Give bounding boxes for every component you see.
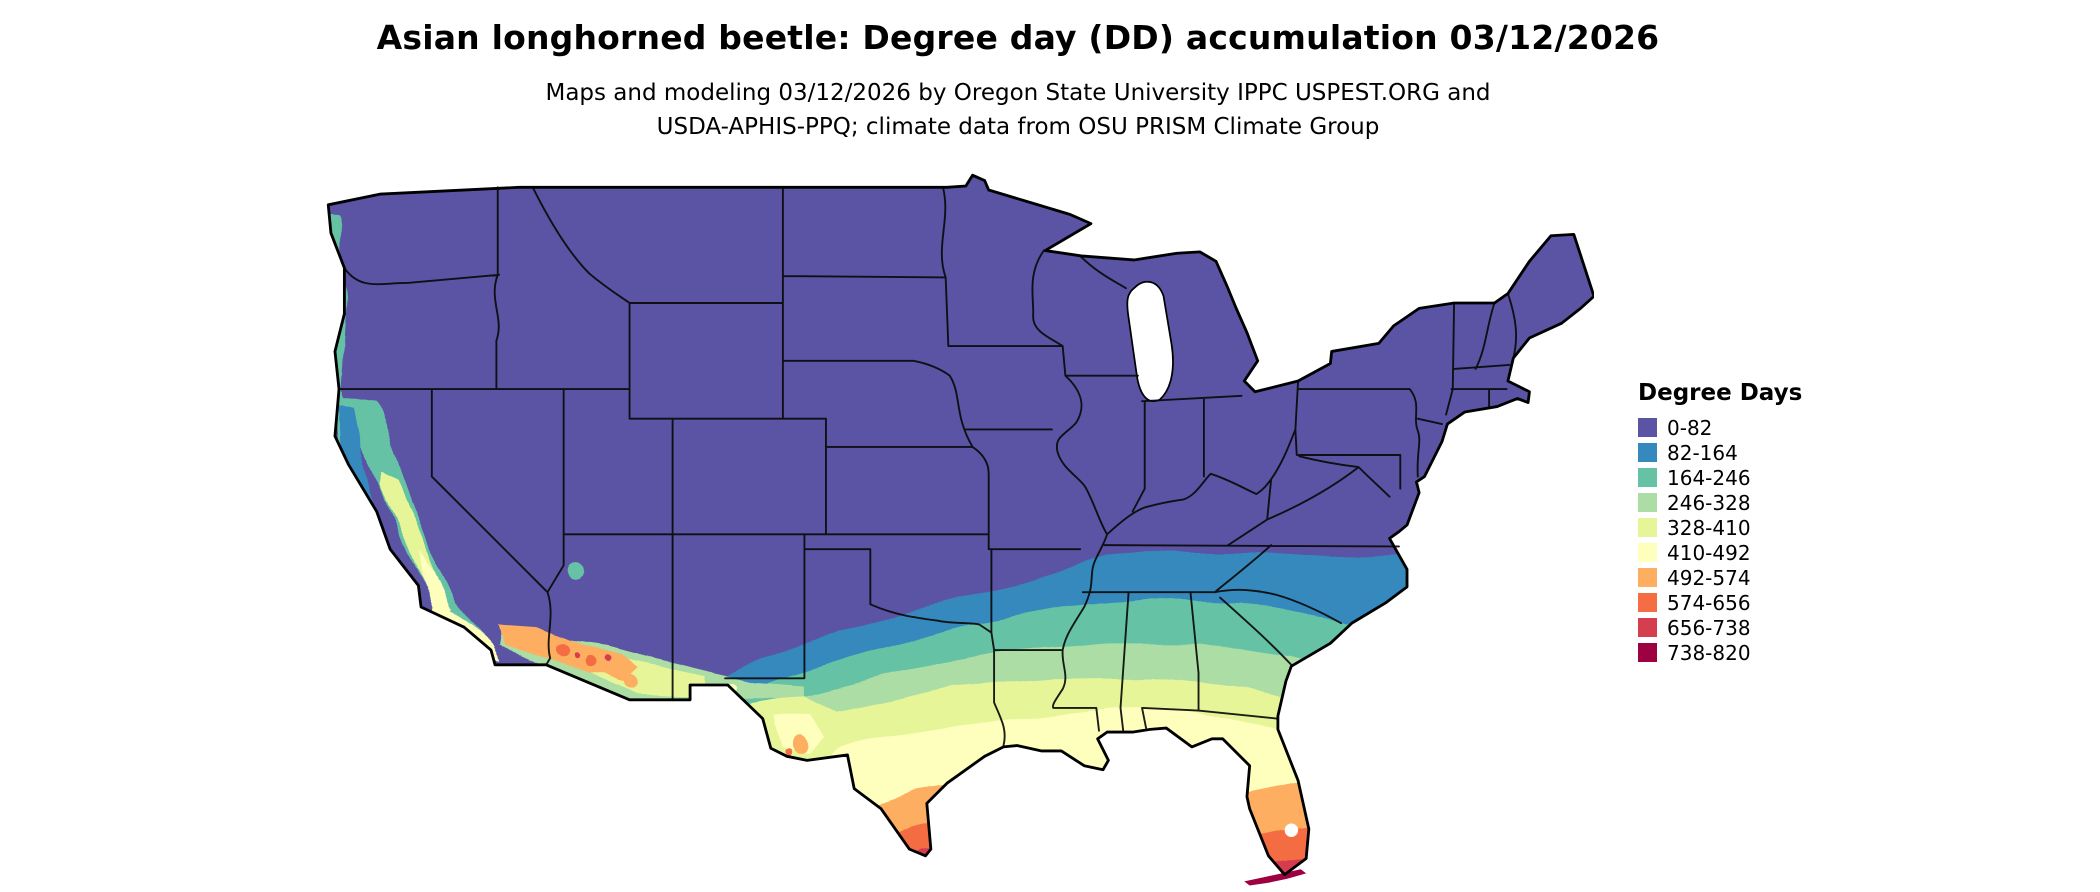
- legend-label: 246-328: [1667, 490, 1751, 515]
- legend-swatch: [1638, 593, 1657, 612]
- colorado-river-red-spot-1: [556, 643, 571, 657]
- subtitle-line-1: Maps and modeling 03/12/2026 by Oregon S…: [545, 80, 1491, 106]
- legend-swatch: [1638, 468, 1657, 487]
- phoenix-orange: [587, 646, 639, 680]
- legend-swatch: [1638, 618, 1657, 637]
- legend-label: 656-738: [1667, 615, 1751, 640]
- lake-okeechobee: [1284, 823, 1299, 838]
- us-degree-day-map: [300, 172, 1594, 890]
- legend-row: 246-328: [1638, 490, 1802, 515]
- colorado-river-red-spot-2: [585, 655, 596, 667]
- florida-keys: [1244, 869, 1307, 886]
- legend-row: 656-738: [1638, 615, 1802, 640]
- legend-label: 0-82: [1667, 415, 1713, 440]
- west-texas-cream-patch: [773, 715, 828, 751]
- us-outline: [326, 173, 1594, 877]
- legend-swatch: [1638, 418, 1657, 437]
- legend-row: 738-820: [1638, 640, 1802, 665]
- legend-row: 492-574: [1638, 565, 1802, 590]
- southern-nevada-teal-spot: [567, 562, 584, 579]
- legend-label: 328-410: [1667, 515, 1751, 540]
- legend-swatch: [1638, 568, 1657, 587]
- big-bend-orange-spot: [792, 734, 809, 751]
- legend-label: 738-820: [1667, 640, 1751, 665]
- legend-row: 328-410: [1638, 515, 1802, 540]
- legend-swatch: [1638, 518, 1657, 537]
- legend-row: 164-246: [1638, 465, 1802, 490]
- legend-label: 82-164: [1667, 440, 1738, 465]
- legend: Degree Days 0-82 82-164 164-246 246-328 328-…: [1638, 380, 1802, 665]
- legend-swatch: [1638, 443, 1657, 462]
- phoenix-red-dot: [604, 654, 612, 662]
- tucson-orange-spot: [624, 672, 638, 687]
- yuma-red-dot: [574, 652, 580, 659]
- legend-label: 410-492: [1667, 540, 1751, 565]
- page-title: Asian longhorned beetle: Degree day (DD)…: [376, 18, 1660, 57]
- legend-rows: 0-82 82-164 164-246 246-328 328-410 410-492 49…: [1638, 415, 1802, 665]
- map-subtitle: Maps and modeling 03/12/2026 by Oregon S…: [0, 76, 2036, 144]
- legend-row: 574-656: [1638, 590, 1802, 615]
- legend-label: 492-574: [1667, 565, 1751, 590]
- big-bend-red-dot: [784, 746, 792, 753]
- legend-title: Degree Days: [1638, 380, 1803, 406]
- san-joaquin-cream: [419, 549, 452, 617]
- legend-row: 82-164: [1638, 440, 1802, 465]
- subtitle-line-2: USDA-APHIS-PPQ; climate data from OSU PR…: [656, 114, 1380, 140]
- legend-row: 410-492: [1638, 540, 1802, 565]
- degree-day-band-6: [840, 780, 1594, 875]
- state-borders: [338, 186, 1518, 747]
- legend-swatch: [1638, 643, 1657, 662]
- legend-label: 164-246: [1667, 465, 1751, 490]
- legend-label: 574-656: [1667, 590, 1751, 615]
- degree-day-band-7: [862, 818, 1594, 875]
- legend-row: 0-82: [1638, 415, 1802, 440]
- legend-swatch: [1638, 543, 1657, 562]
- degree-day-band-8: [881, 847, 1594, 875]
- legend-swatch: [1638, 493, 1657, 512]
